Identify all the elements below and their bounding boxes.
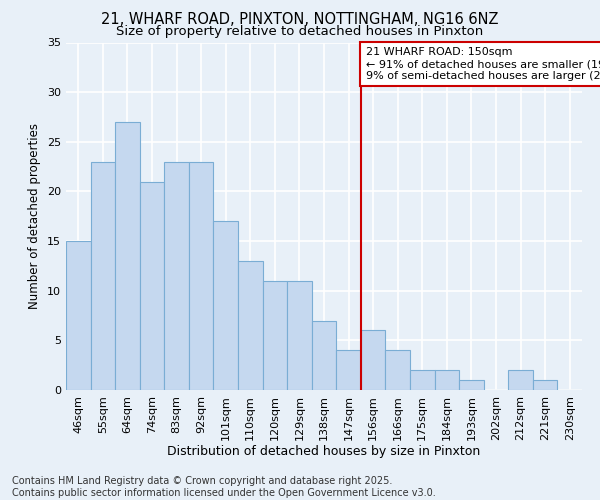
Text: 21, WHARF ROAD, PINXTON, NOTTINGHAM, NG16 6NZ: 21, WHARF ROAD, PINXTON, NOTTINGHAM, NG1… [101,12,499,28]
X-axis label: Distribution of detached houses by size in Pinxton: Distribution of detached houses by size … [167,446,481,458]
Bar [410,370,434,390]
Bar [385,350,410,390]
Text: Size of property relative to detached houses in Pinxton: Size of property relative to detached ho… [116,25,484,38]
Bar [336,350,361,390]
Y-axis label: Number of detached properties: Number of detached properties [28,123,41,309]
Bar [66,241,91,390]
Bar [189,162,214,390]
Bar [115,122,140,390]
Bar [263,281,287,390]
Bar [287,281,312,390]
Bar [140,182,164,390]
Bar [434,370,459,390]
Bar [533,380,557,390]
Bar [238,261,263,390]
Bar [508,370,533,390]
Text: 21 WHARF ROAD: 150sqm
← 91% of detached houses are smaller (192)
9% of semi-deta: 21 WHARF ROAD: 150sqm ← 91% of detached … [366,48,600,80]
Bar [459,380,484,390]
Bar [361,330,385,390]
Bar [91,162,115,390]
Bar [214,221,238,390]
Bar [164,162,189,390]
Text: Contains HM Land Registry data © Crown copyright and database right 2025.
Contai: Contains HM Land Registry data © Crown c… [12,476,436,498]
Bar [312,320,336,390]
